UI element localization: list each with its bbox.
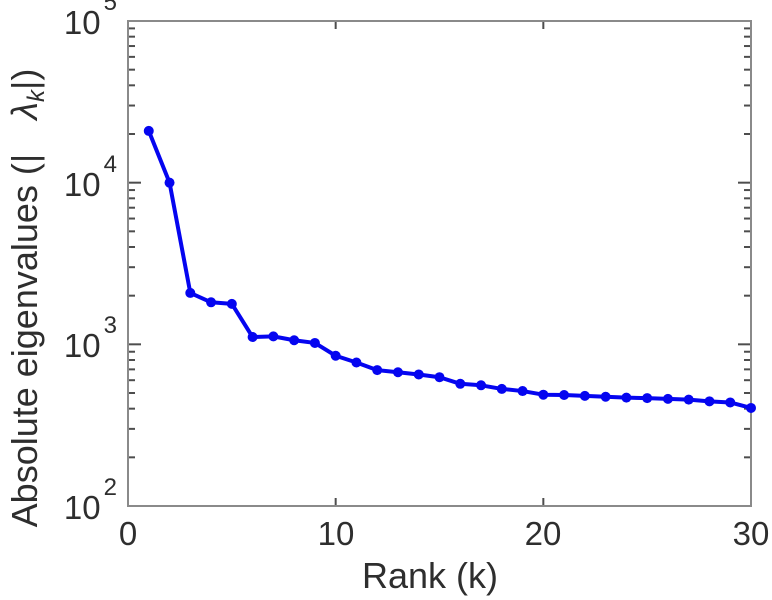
x-tick-label-10: 10	[317, 515, 355, 552]
data-point	[621, 392, 632, 403]
data-point	[600, 391, 611, 402]
data-point	[247, 332, 258, 343]
data-point	[496, 383, 507, 394]
data-point	[143, 125, 154, 136]
data-point	[309, 337, 320, 348]
y-axis-label: Absolute eigenvalues (|λk|)	[4, 68, 50, 528]
data-point	[455, 378, 466, 389]
axes-box	[127, 20, 752, 507]
y-tick-label-1e5: 105	[63, 0, 117, 41]
y-tick-label-1e2: 102	[63, 474, 117, 526]
data-point	[517, 386, 528, 397]
x-tick-label-30: 30	[732, 515, 770, 552]
data-point	[434, 372, 445, 383]
data-point	[206, 297, 217, 308]
data-point	[185, 287, 196, 298]
data-point	[372, 365, 383, 376]
x-axis-label: Rank (k)	[361, 555, 499, 596]
data-point	[538, 389, 549, 400]
y-tick-label-1e4: 104	[63, 151, 117, 203]
x-tick-label-0: 0	[118, 515, 138, 552]
data-point	[559, 389, 570, 400]
data-point	[683, 394, 694, 405]
data-point	[351, 357, 362, 368]
x-tick-label-20: 20	[524, 515, 562, 552]
data-point	[392, 367, 403, 378]
data-point	[579, 390, 590, 401]
y-tick-label-1e3: 103	[63, 312, 117, 364]
data-point	[642, 393, 653, 404]
data-point	[330, 350, 341, 361]
data-point	[268, 331, 279, 342]
data-point	[746, 402, 756, 413]
data-point	[289, 335, 300, 346]
data-point	[725, 397, 736, 408]
data-point	[226, 298, 237, 309]
data-point	[662, 393, 673, 404]
data-point	[476, 380, 487, 391]
series-line	[146, 128, 753, 410]
data-point	[413, 369, 424, 380]
data-point	[704, 396, 715, 407]
data-point	[164, 177, 175, 188]
